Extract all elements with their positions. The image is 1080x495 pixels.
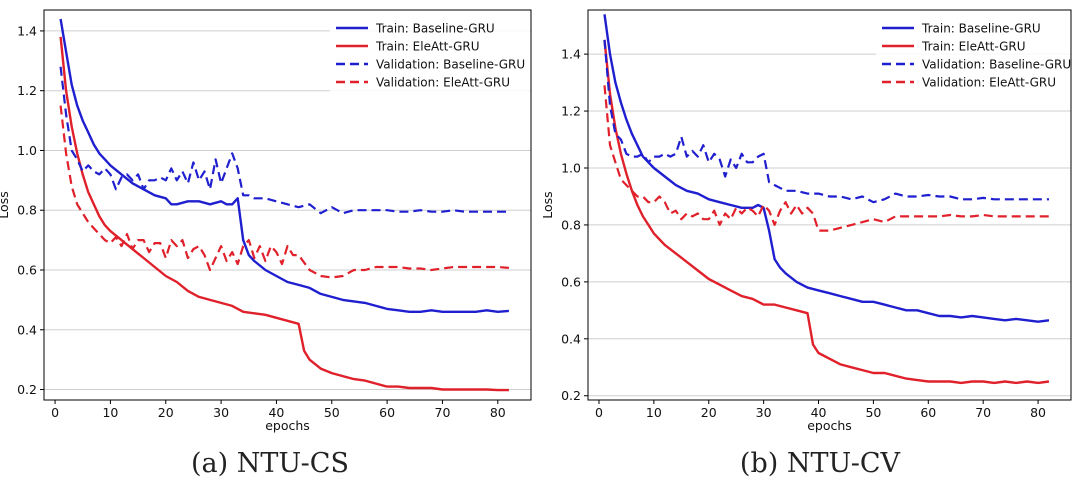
y-axis-label: Loss bbox=[0, 191, 11, 218]
x-tick-label: 30 bbox=[756, 405, 772, 420]
x-tick-label: 80 bbox=[490, 405, 506, 420]
x-tick-label: 50 bbox=[324, 405, 340, 420]
y-tick-label: 1.2 bbox=[561, 104, 581, 119]
y-tick-label: 0.8 bbox=[17, 203, 37, 218]
legend-label: Train: EleAtt-GRU bbox=[921, 40, 1026, 54]
y-tick-label: 0.2 bbox=[17, 382, 37, 397]
x-tick-label: 40 bbox=[268, 405, 284, 420]
series-line-3 bbox=[59, 105, 509, 279]
series-line-3 bbox=[603, 85, 1049, 232]
x-tick-label: 60 bbox=[379, 405, 395, 420]
x-axis-label: epochs bbox=[807, 418, 852, 433]
y-tick-label: 1.0 bbox=[17, 143, 37, 158]
legend-label: Validation: EleAtt-GRU bbox=[376, 76, 510, 90]
legend-label: Validation: Baseline-GRU bbox=[376, 58, 525, 72]
x-tick-label: 20 bbox=[701, 405, 717, 420]
legend-label: Validation: Baseline-GRU bbox=[922, 58, 1071, 72]
series-line-1 bbox=[603, 39, 1050, 385]
x-tick-label: 20 bbox=[158, 405, 174, 420]
y-axis-label: Loss bbox=[540, 191, 555, 218]
x-tick-label: 60 bbox=[920, 405, 936, 420]
x-tick-label: 10 bbox=[646, 405, 662, 420]
y-tick-label: 0.8 bbox=[561, 217, 581, 232]
series-line-1 bbox=[59, 36, 509, 392]
x-tick-label: 70 bbox=[975, 405, 991, 420]
legend-box bbox=[876, 12, 1070, 94]
legend-label: Train: EleAtt-GRU bbox=[375, 40, 480, 54]
caption-b: (b) NTU-CV bbox=[739, 448, 901, 479]
series-line-0 bbox=[59, 18, 509, 313]
y-tick-label: 0.2 bbox=[561, 388, 581, 403]
x-tick-label: 0 bbox=[595, 405, 603, 420]
legend-box bbox=[330, 12, 530, 94]
chart-ntu-cv: 0.2 0.4 0.6 0.8 1.0 1.2 1.4 0 10 20 30 40 50 60 70 80 ep… bbox=[540, 9, 1072, 433]
x-tick-label: 0 bbox=[51, 405, 59, 420]
legend-label: Train: Baseline-GRU bbox=[921, 22, 1041, 36]
y-tick-label: 1.2 bbox=[17, 83, 37, 98]
axes-frame bbox=[587, 9, 1072, 401]
x-axis-label: epochs bbox=[265, 418, 310, 433]
y-tick-label: 0.4 bbox=[561, 331, 581, 346]
x-tick-label: 70 bbox=[435, 405, 451, 420]
x-tick-label: 40 bbox=[811, 405, 827, 420]
legend-label: Train: Baseline-GRU bbox=[375, 22, 495, 36]
x-tick-label: 50 bbox=[865, 405, 881, 420]
series-line-2 bbox=[603, 39, 1049, 204]
y-tick-label: 0.6 bbox=[561, 274, 581, 289]
x-tick-label: 30 bbox=[213, 405, 229, 420]
chart-ntu-cs: 0.2 0.4 0.6 0.8 1.0 1.2 1.4 0 10 20 30 40 50 60 70 80 ep… bbox=[0, 9, 532, 433]
y-tick-label: 0.6 bbox=[17, 263, 37, 278]
axes-frame bbox=[43, 9, 532, 401]
y-tick-label: 1.4 bbox=[561, 47, 581, 62]
caption-a: (a) NTU-CS bbox=[191, 448, 349, 479]
y-tick-label: 0.4 bbox=[17, 322, 37, 337]
y-tick-label: 1.4 bbox=[17, 23, 37, 38]
legend-label: Validation: EleAtt-GRU bbox=[922, 76, 1056, 90]
x-tick-label: 10 bbox=[102, 405, 118, 420]
y-tick-label: 1.0 bbox=[561, 160, 581, 175]
series-line-2 bbox=[59, 66, 509, 215]
x-tick-label: 80 bbox=[1030, 405, 1046, 420]
